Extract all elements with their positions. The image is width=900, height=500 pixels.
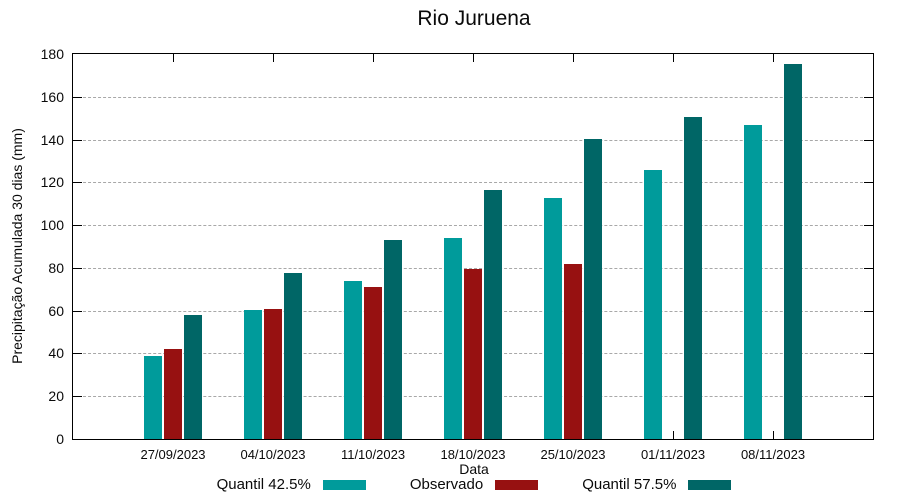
- legend-color-swatch: [688, 479, 732, 490]
- y-tick-mark: [73, 182, 82, 184]
- x-tick-mark: [673, 54, 674, 62]
- y-tick-label: 20: [48, 388, 64, 405]
- bar: [684, 117, 702, 439]
- bar: [244, 309, 262, 439]
- plot-area: [72, 53, 874, 440]
- bar: [564, 263, 582, 439]
- y-tick-mark: [864, 353, 873, 355]
- x-tick-mark: [773, 54, 774, 62]
- y-tick-label: 160: [40, 88, 64, 105]
- bar: [284, 273, 302, 439]
- bar: [464, 268, 482, 439]
- bar: [144, 355, 162, 439]
- bar: [584, 138, 602, 439]
- bar: [784, 63, 802, 439]
- x-tick-label: 18/10/2023: [440, 447, 506, 462]
- y-tick-mark: [73, 139, 82, 141]
- legend-item-label: Quantil 42.5%: [216, 476, 311, 493]
- bar: [264, 308, 282, 439]
- y-tick-label: 140: [40, 131, 64, 148]
- gridline: [73, 96, 873, 98]
- bar: [184, 314, 202, 439]
- x-tick-label: 11/10/2023: [340, 447, 406, 462]
- gridline: [73, 139, 873, 141]
- legend-color-swatch: [322, 479, 366, 490]
- x-tick-mark: [373, 54, 374, 62]
- x-tick-label: 04/10/2023: [240, 447, 306, 462]
- x-tick-mark: [473, 54, 474, 62]
- legend-item: Quantil 57.5%: [582, 476, 732, 493]
- y-tick-mark: [73, 267, 82, 269]
- y-tick-label: 180: [40, 46, 64, 62]
- x-tick-label: 01/11/2023: [640, 447, 706, 462]
- y-tick-mark: [864, 139, 873, 141]
- y-tick-mark: [864, 96, 873, 98]
- y-tick-label: 100: [40, 217, 64, 234]
- bar: [544, 198, 562, 439]
- bar: [164, 349, 182, 439]
- x-tick-mark: [273, 54, 274, 62]
- y-tick-mark: [864, 267, 873, 269]
- x-tick-label: 25/10/2023: [540, 447, 606, 462]
- bar: [644, 169, 662, 439]
- bar: [384, 240, 402, 439]
- y-tick-mark: [864, 310, 873, 312]
- y-tick-label: 40: [48, 345, 64, 362]
- x-tick-mark: [173, 54, 174, 62]
- x-tick-mark: [573, 54, 574, 62]
- x-tick-label: 08/11/2023: [740, 447, 806, 462]
- bar: [744, 124, 762, 439]
- legend-item: Quantil 42.5%: [217, 476, 366, 493]
- gridline: [73, 182, 873, 184]
- bar: [484, 189, 502, 439]
- x-tick-label: 27/09/2023: [140, 447, 206, 462]
- y-tick-mark: [864, 225, 873, 227]
- bar: [344, 280, 362, 439]
- y-tick-label: 120: [40, 174, 64, 191]
- legend-item: Observado: [409, 476, 539, 493]
- y-tick-mark: [73, 396, 82, 398]
- y-axis-label: Precipitação Acumulada 30 dias (mm): [9, 128, 25, 364]
- x-tick-mark: [673, 431, 674, 439]
- y-tick-mark: [73, 96, 82, 98]
- y-tick-mark: [864, 396, 873, 398]
- legend-color-swatch: [495, 479, 539, 490]
- gridline: [73, 267, 873, 269]
- y-tick-label: 60: [48, 302, 64, 319]
- y-tick-mark: [73, 310, 82, 312]
- gridline: [73, 225, 873, 227]
- y-tick-label: 0: [56, 431, 64, 447]
- x-tick-mark: [773, 431, 774, 439]
- y-tick-mark: [73, 225, 82, 227]
- x-axis-label: Data: [459, 461, 489, 477]
- bar: [364, 287, 382, 439]
- y-tick-label: 80: [48, 259, 64, 276]
- legend: Quantil 42.5% Observado Quantil 57.5%: [73, 476, 875, 493]
- legend-item-label: Quantil 57.5%: [582, 476, 677, 493]
- y-tick-mark: [73, 353, 82, 355]
- y-tick-mark: [864, 182, 873, 184]
- bar: [444, 237, 462, 439]
- chart-title: Rio Juruena: [417, 7, 531, 30]
- legend-item-label: Observado: [409, 476, 484, 493]
